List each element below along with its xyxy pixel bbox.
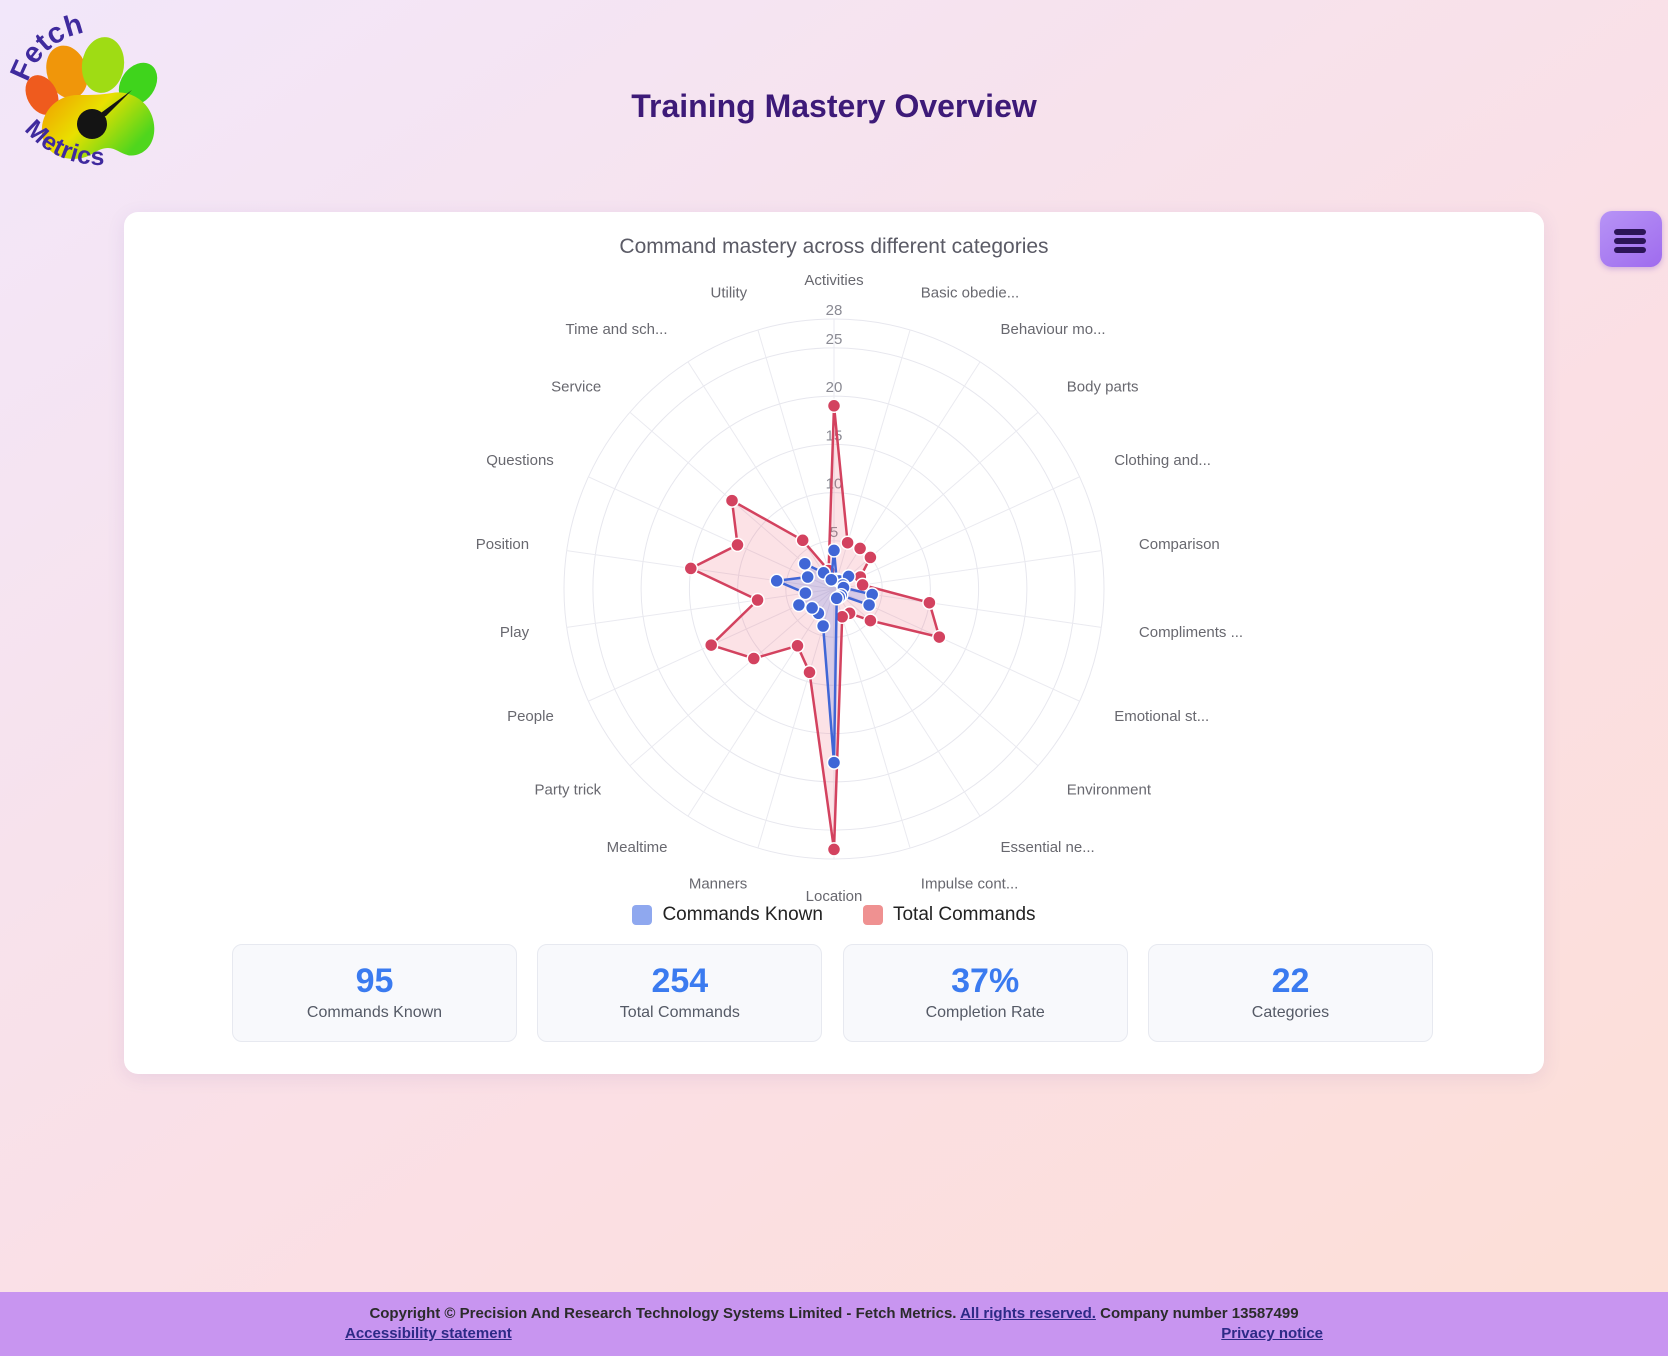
svg-text:Utility: Utility	[711, 284, 748, 301]
svg-text:Body parts: Body parts	[1067, 378, 1139, 395]
svg-text:Mealtime: Mealtime	[607, 839, 668, 856]
svg-text:Emotional st...: Emotional st...	[1114, 708, 1209, 725]
svg-text:Time and sch...: Time and sch...	[566, 321, 668, 338]
svg-text:Clothing and...: Clothing and...	[1114, 452, 1211, 469]
svg-text:20: 20	[826, 379, 843, 396]
svg-text:Service: Service	[551, 378, 601, 395]
svg-text:Position: Position	[476, 536, 529, 553]
svg-text:Play: Play	[500, 624, 530, 641]
svg-text:People: People	[507, 708, 554, 725]
svg-text:Basic obedie...: Basic obedie...	[921, 284, 1019, 301]
svg-text:Behaviour mo...: Behaviour mo...	[1001, 321, 1106, 338]
svg-text:Impulse cont...: Impulse cont...	[921, 875, 1019, 892]
svg-text:Questions: Questions	[486, 452, 554, 469]
svg-text:28: 28	[826, 302, 843, 319]
svg-text:Essential ne...: Essential ne...	[1001, 839, 1095, 856]
svg-text:Compliments ...: Compliments ...	[1139, 624, 1243, 641]
svg-text:Party trick: Party trick	[535, 782, 602, 799]
svg-text:Location: Location	[806, 888, 863, 905]
svg-text:Environment: Environment	[1067, 782, 1152, 799]
svg-text:Manners: Manners	[689, 875, 747, 892]
svg-text:Activities: Activities	[804, 272, 863, 289]
svg-text:Comparison: Comparison	[1139, 536, 1220, 553]
svg-text:25: 25	[826, 331, 843, 348]
